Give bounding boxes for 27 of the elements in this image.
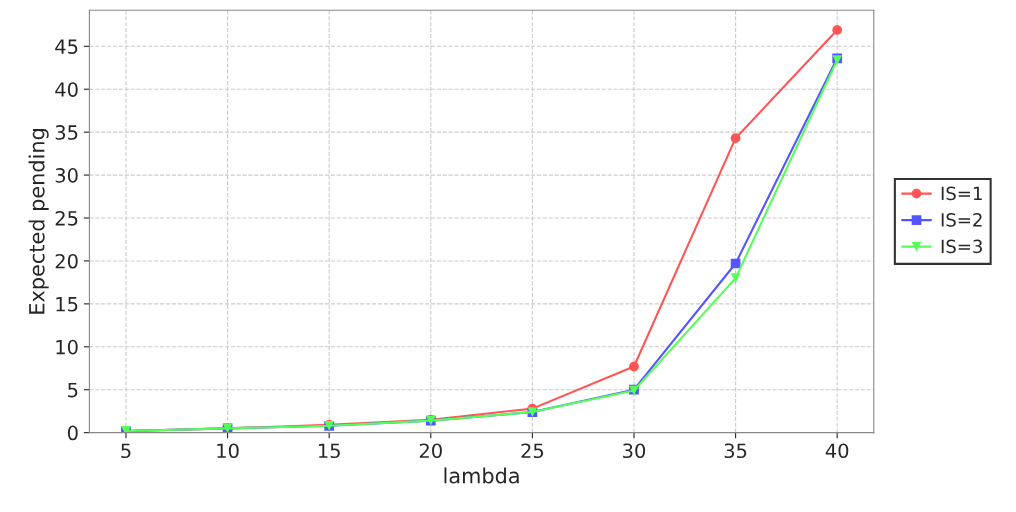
- x-tick-label: 25: [521, 443, 544, 459]
- x-tick-label: 20: [419, 443, 442, 459]
- y-tick-label: 35: [55, 125, 78, 140]
- legend-label: IS=1: [941, 186, 982, 201]
- y-tick-label: 15: [56, 297, 78, 312]
- y-tick-label: 40: [55, 82, 78, 97]
- x-axis-title: lambda: [444, 467, 519, 484]
- y-axis-title: Expected pending: [28, 129, 49, 314]
- legend-label: IS=3: [941, 239, 982, 254]
- y-tick-label: 20: [55, 253, 78, 269]
- legend-label: IS=2: [941, 213, 982, 227]
- x-tick-label: 5: [121, 443, 131, 459]
- point: [730, 273, 741, 283]
- y-tick-label: 30: [55, 168, 78, 183]
- point: [832, 25, 843, 35]
- x-tick-label: 40: [825, 443, 849, 459]
- y-tick-label: 5: [68, 382, 78, 398]
- x-tick-label: 30: [623, 443, 646, 459]
- x-tick-label: 35: [724, 443, 747, 459]
- y-tick-label: 45: [55, 39, 78, 54]
- y-tick-label: 0: [67, 425, 78, 441]
- y-tick-label: 25: [55, 210, 78, 226]
- x-tick-label: 15: [318, 443, 340, 459]
- point: [730, 133, 741, 144]
- y-tick-label: 10: [56, 339, 78, 355]
- x-tick-label: 10: [217, 443, 239, 459]
- point: [629, 361, 639, 372]
